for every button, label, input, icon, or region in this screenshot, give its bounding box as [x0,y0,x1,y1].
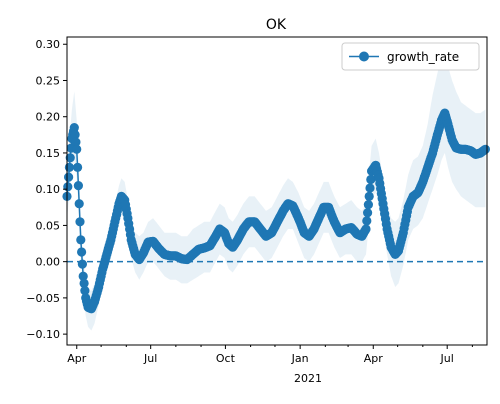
data-points-layer [62,108,490,314]
data-point [480,144,490,154]
data-point [363,208,373,218]
data-point [365,183,375,193]
x-tick-label: Oct [216,352,236,365]
legend-box [341,42,480,71]
data-point [64,162,74,172]
y-tick-label: −0.10 [26,328,60,341]
chart-title: OK [266,17,287,33]
x-tick-label: Jan [291,352,309,365]
data-point [77,259,87,269]
x-axis: Apr Jul Oct Jan Apr Jul [67,345,473,365]
y-tick-label: 0.25 [36,74,61,87]
confidence-band [67,51,486,331]
data-point [79,278,89,288]
data-point [64,172,74,182]
data-point [71,137,81,147]
data-point [366,174,376,185]
x-tick-label: Jul [143,352,157,365]
confidence-band-layer [67,51,486,331]
data-point [72,144,82,154]
data-point [363,200,373,210]
data-point [364,191,374,201]
data-point [73,181,83,191]
x-tick-label: Apr [364,352,384,365]
data-point [70,130,80,140]
y-tick-label: 0.00 [36,256,61,269]
y-tick-label: 0.15 [36,147,61,160]
x-axis-year-label: 2021 [294,372,322,385]
data-point [74,199,84,209]
data-point [361,224,371,234]
data-point [78,271,88,281]
data-point [63,182,73,192]
x-tick-label: Jul [440,352,454,365]
data-point [75,217,85,227]
y-tick-label: −0.05 [26,292,60,305]
data-point [76,235,86,245]
y-tick-label: 0.05 [36,219,61,232]
data-point [77,247,87,257]
data-point [65,153,75,163]
data-point [80,286,90,296]
legend-label-growth-rate: growth_rate [387,50,459,64]
data-point [362,216,372,226]
y-axis: −0.10 −0.05 0.00 0.05 0.10 0.15 0.20 0.25 0.30 [26,38,67,341]
y-tick-label: 0.10 [36,183,61,196]
x-tick-label: Apr [67,352,87,365]
data-point [73,162,83,172]
data-point [69,123,79,133]
legend: growth_rate [341,42,480,71]
y-tick-label: 0.20 [36,111,61,124]
plot-area-frame [66,36,488,346]
y-tick-label: 0.30 [36,38,61,51]
legend-marker-sample [359,51,369,62]
